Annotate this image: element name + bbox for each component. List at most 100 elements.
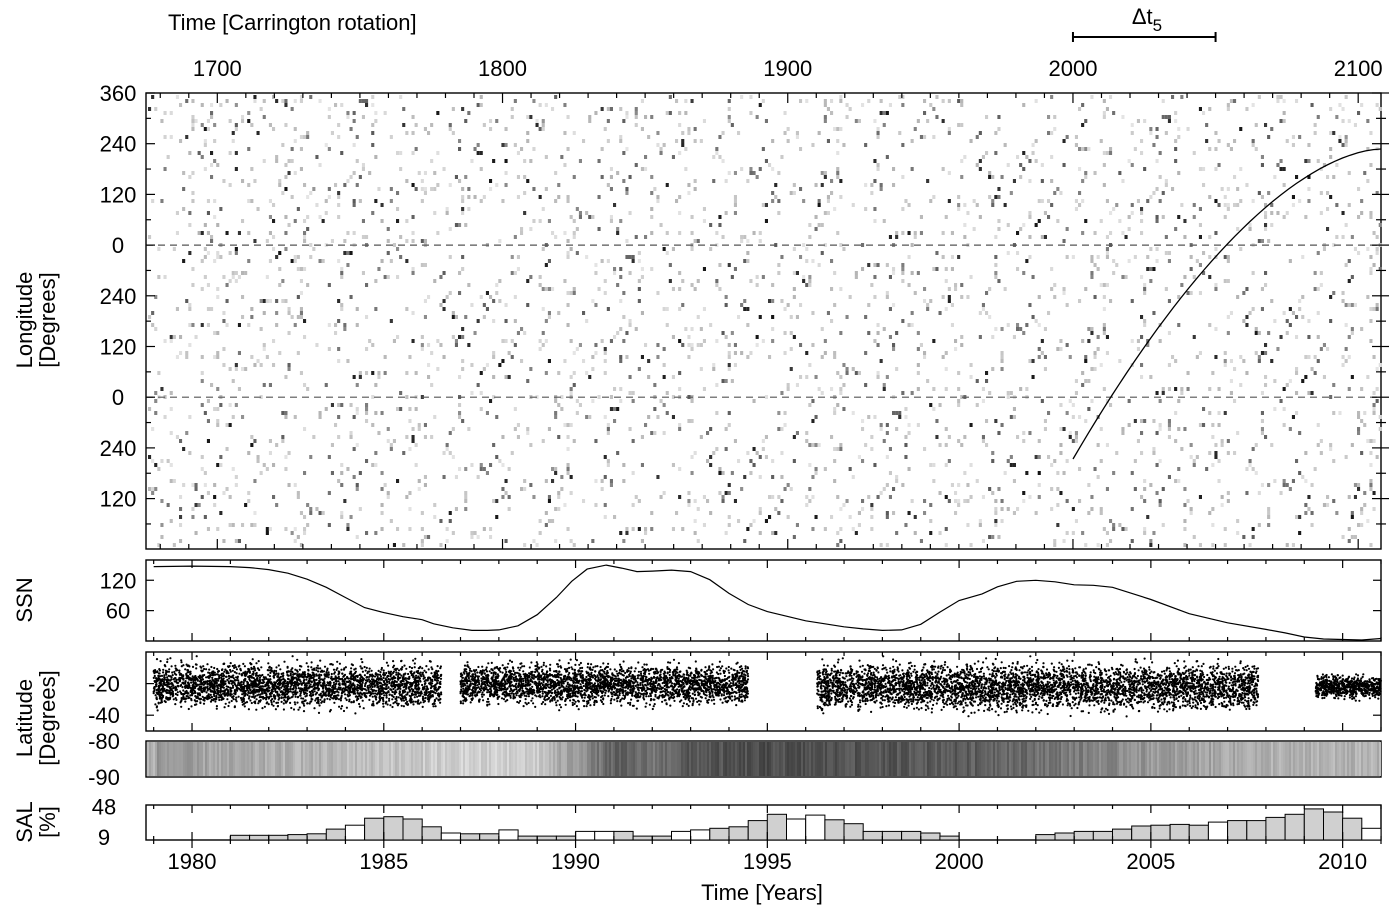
longitude-cell (588, 215, 592, 219)
longitude-cell (281, 411, 285, 415)
longitude-cell (619, 355, 623, 359)
longitude-cell (1065, 499, 1069, 503)
longitude-cell (1000, 327, 1004, 331)
longitude-cell (191, 119, 195, 123)
longitude-cell (374, 411, 378, 415)
longitude-cell (1130, 131, 1134, 135)
longitude-cell (1264, 223, 1268, 227)
longitude-cell (464, 315, 468, 319)
longitude-cell (888, 307, 892, 311)
longitude-cell (994, 263, 998, 267)
longitude-cell (892, 343, 896, 347)
latitude-point (249, 679, 252, 682)
latitude-point (305, 662, 308, 665)
longitude-cell (830, 191, 834, 195)
longitude-cell (690, 343, 694, 347)
longitude-cell (427, 343, 431, 347)
longitude-cell (755, 175, 759, 179)
longitude-cell (923, 355, 927, 359)
latitude-scatter (152, 655, 1382, 718)
longitude-cell (1006, 223, 1010, 227)
longitude-cell (907, 231, 911, 235)
longitude-cell (355, 159, 359, 163)
longitude-cell (699, 139, 703, 143)
longitude-cell (1223, 543, 1227, 547)
longitude-cell (969, 139, 973, 143)
longitude-cell (461, 327, 465, 331)
longitude-cell (324, 199, 328, 203)
longitude-cell (879, 427, 883, 431)
latitude-point (327, 676, 330, 679)
longitude-cell (622, 315, 626, 319)
longitude-cell (523, 479, 527, 483)
longitude-cell (423, 263, 427, 267)
longitude-cell (504, 539, 508, 543)
longitude-cell (1223, 359, 1227, 363)
longitude-cell (1183, 427, 1187, 431)
longitude-cell (1062, 239, 1066, 243)
longitude-cell (182, 483, 186, 487)
longitude-cell (470, 303, 474, 307)
longitude-cell (485, 411, 489, 415)
longitude-cell (1028, 211, 1032, 215)
longitude-cell (1326, 191, 1330, 195)
longitude-cell (538, 283, 542, 287)
longitude-cell (616, 331, 620, 335)
longitude-cell (315, 343, 319, 347)
longitude-cell (213, 495, 217, 499)
longitude-cell (1016, 507, 1020, 511)
latitude-point (353, 672, 357, 675)
longitude-cell (191, 267, 195, 271)
longitude-cell (981, 303, 985, 307)
longitude-cell (929, 503, 933, 507)
longitude-cell (802, 199, 806, 203)
longitude-cell (1177, 135, 1181, 139)
longitude-cell (1295, 367, 1299, 371)
latitude-point (315, 692, 318, 695)
longitude-cell (358, 375, 362, 379)
longitude-cell (600, 339, 604, 343)
longitude-cell (724, 295, 728, 299)
latitude-point (405, 667, 408, 670)
longitude-cell (352, 375, 356, 379)
longitude-cell (523, 543, 527, 547)
longitude-cell (1006, 507, 1010, 511)
longitude-cell (247, 451, 251, 455)
longitude-cell (1295, 371, 1299, 375)
longitude-cell (1226, 259, 1230, 263)
longitude-cell (520, 359, 524, 363)
longitude-cell (451, 427, 455, 431)
longitude-cell (1236, 531, 1240, 535)
longitude-cell (1047, 199, 1051, 203)
longitude-cell (706, 431, 710, 435)
longitude-cell (1174, 411, 1178, 415)
longitude-cell (932, 267, 936, 271)
longitude-cell (895, 427, 899, 431)
longitude-cell (1186, 291, 1190, 295)
latitude-point (382, 680, 386, 683)
latitude-point (159, 660, 162, 663)
longitude-cell (1084, 219, 1088, 223)
longitude-cell (544, 187, 548, 191)
longitude-cell (1350, 535, 1354, 539)
longitude-cell (839, 195, 843, 199)
longitude-cell (210, 103, 214, 107)
latitude-point (205, 668, 208, 671)
latitude-point (342, 668, 346, 671)
longitude-cell (1347, 259, 1351, 263)
longitude-cell (1279, 399, 1283, 403)
latitude-point (354, 712, 357, 715)
longitude-cell (867, 331, 871, 335)
latitude-point (317, 674, 320, 677)
longitude-cell (253, 99, 257, 103)
longitude-cell (554, 467, 558, 471)
longitude-cell (1226, 331, 1230, 335)
longitude-cell (830, 387, 834, 391)
longitude-cell (699, 367, 703, 371)
longitude-cell (733, 351, 737, 355)
latitude-point (248, 695, 251, 698)
longitude-cell (733, 363, 737, 367)
latitude-point (190, 705, 193, 708)
longitude-cell (771, 315, 775, 319)
longitude-cell (597, 227, 601, 231)
